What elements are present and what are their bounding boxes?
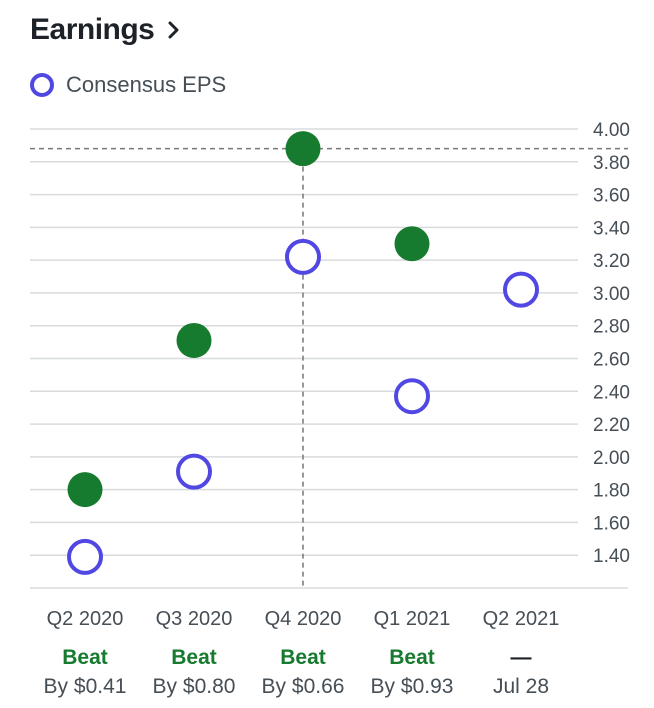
actual-eps-point [67, 472, 103, 508]
y-tick-label: 2.60 [593, 350, 630, 371]
y-tick-label: 2.20 [593, 415, 630, 436]
y-tick-label: 3.00 [593, 284, 630, 305]
y-tick-label: 2.80 [593, 317, 630, 338]
earnings-status-label: — [511, 646, 532, 669]
consensus-eps-point [394, 378, 430, 415]
y-tick-label: 3.80 [593, 153, 630, 174]
consensus-eps-point [67, 538, 103, 575]
x-tick-label: Q2 2020 [47, 608, 124, 630]
x-tick-label: Q1 2021 [374, 608, 451, 630]
actual-eps-point [285, 131, 321, 167]
earnings-detail-label: By $0.80 [153, 675, 236, 698]
y-tick-label: 1.60 [593, 513, 630, 534]
chevron-right-icon [168, 21, 180, 39]
y-tick-label: 2.00 [593, 448, 630, 469]
y-tick-label: 3.60 [593, 186, 630, 207]
x-tick-label: Q4 2020 [265, 608, 342, 630]
y-tick-label: 4.00 [593, 120, 630, 141]
earnings-header-link[interactable]: Earnings [30, 10, 180, 50]
earnings-detail-label: By $0.41 [44, 675, 127, 698]
y-tick-label: 3.40 [593, 218, 630, 239]
x-tick-label: Q3 2020 [156, 608, 233, 630]
legend-label-consensus: Consensus EPS [66, 72, 227, 97]
earnings-status-label: Beat [62, 646, 108, 669]
earnings-detail-label: By $0.93 [371, 675, 454, 698]
consensus-eps-point [285, 238, 321, 275]
y-tick-label: 3.20 [593, 251, 630, 272]
chart-legend: Consensus EPS [30, 72, 226, 98]
actual-eps-point [394, 226, 430, 262]
consensus-eps-point [503, 271, 539, 308]
consensus-legend-marker [30, 73, 54, 97]
earnings-status-label: Beat [389, 646, 435, 669]
consensus-eps-point [176, 453, 212, 490]
y-tick-label: 2.40 [593, 382, 630, 403]
earnings-detail-label: Jul 28 [493, 675, 549, 698]
earnings-status-label: Beat [171, 646, 217, 669]
earnings-detail-label: By $0.66 [262, 675, 345, 698]
actual-eps-point [176, 322, 212, 358]
y-tick-label: 1.80 [593, 481, 630, 502]
y-tick-label: 1.40 [593, 546, 630, 567]
earnings-status-label: Beat [280, 646, 326, 669]
page-title: Earnings [30, 13, 155, 46]
x-tick-label: Q2 2021 [483, 608, 560, 630]
